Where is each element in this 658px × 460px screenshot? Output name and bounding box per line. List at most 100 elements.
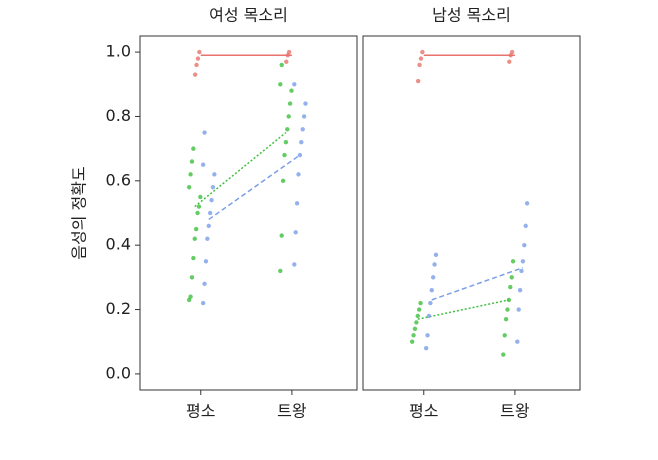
point [189,159,195,164]
point [200,300,206,306]
point [194,62,199,68]
panel-frame [139,35,358,391]
point [286,114,291,119]
point [420,49,425,55]
y-tick-label: 0.2 [106,299,131,318]
point [192,72,198,77]
point [195,210,200,216]
point [301,114,307,119]
point [522,242,527,248]
point [523,223,528,229]
point [192,236,197,241]
point [294,201,300,206]
point [278,268,283,274]
point [508,284,513,290]
point [207,210,213,216]
point [278,82,283,87]
x-tick-label: 트왕 [277,402,307,421]
point [284,59,289,64]
y-tick-label: 0.4 [106,235,131,254]
point [297,152,303,158]
x-tick-label: 평소 [186,402,215,421]
point [285,127,290,132]
y-axis-label: 음성의 정확도 [70,166,89,259]
point [524,201,530,206]
panel-title: 여성 목소리 [209,6,288,25]
point [517,288,523,293]
point [280,178,286,184]
point [293,230,298,235]
point [296,172,301,177]
point [426,313,432,319]
point [188,294,193,299]
point [415,78,421,84]
point [203,259,209,264]
point [409,339,415,344]
point [425,333,430,338]
point [418,300,423,306]
panel-frame [362,35,581,391]
y-tick-label: 0.0 [106,363,131,382]
point [428,300,433,306]
point [418,56,424,61]
point [283,140,289,145]
point [414,320,419,325]
point [509,275,514,280]
point [210,185,216,190]
point [202,281,207,286]
point [303,101,308,106]
point [191,255,196,261]
point [198,194,203,200]
point [423,345,429,351]
point [416,307,422,312]
mean-line [208,154,301,221]
point [205,236,210,241]
point [505,307,510,312]
point [206,223,211,229]
point [196,204,202,209]
point [200,162,206,167]
point [289,88,294,93]
point [186,185,192,190]
y-tick-label: 1.0 [106,42,131,61]
point [515,339,520,344]
panel-title: 남성 목소리 [432,6,511,25]
point [193,226,199,232]
point [510,259,516,264]
point [415,313,420,319]
mean-line [417,299,510,320]
point [209,197,214,203]
point [520,259,526,264]
point [501,352,506,357]
point [429,288,434,293]
point [286,49,292,55]
point [292,82,297,87]
point [519,268,524,274]
point [433,252,439,258]
point [516,307,521,312]
x-tick-label: 트왕 [500,402,530,421]
x-tick-label: 평소 [409,402,438,421]
point [411,333,416,338]
point [503,317,509,322]
mean-line [194,131,287,208]
point [188,172,193,177]
point [299,140,304,145]
point [412,326,418,332]
mean-line [431,267,524,301]
point [191,146,196,151]
point [202,130,207,135]
point [279,233,284,238]
point [507,59,512,64]
point [292,262,297,267]
point [189,275,195,280]
point [432,262,437,267]
y-tick-label: 0.6 [106,170,131,189]
point [509,49,515,55]
point [279,62,284,68]
y-tick-label: 0.8 [106,106,131,125]
point [300,127,305,132]
point [212,172,217,177]
point [417,62,422,68]
point [430,275,436,280]
